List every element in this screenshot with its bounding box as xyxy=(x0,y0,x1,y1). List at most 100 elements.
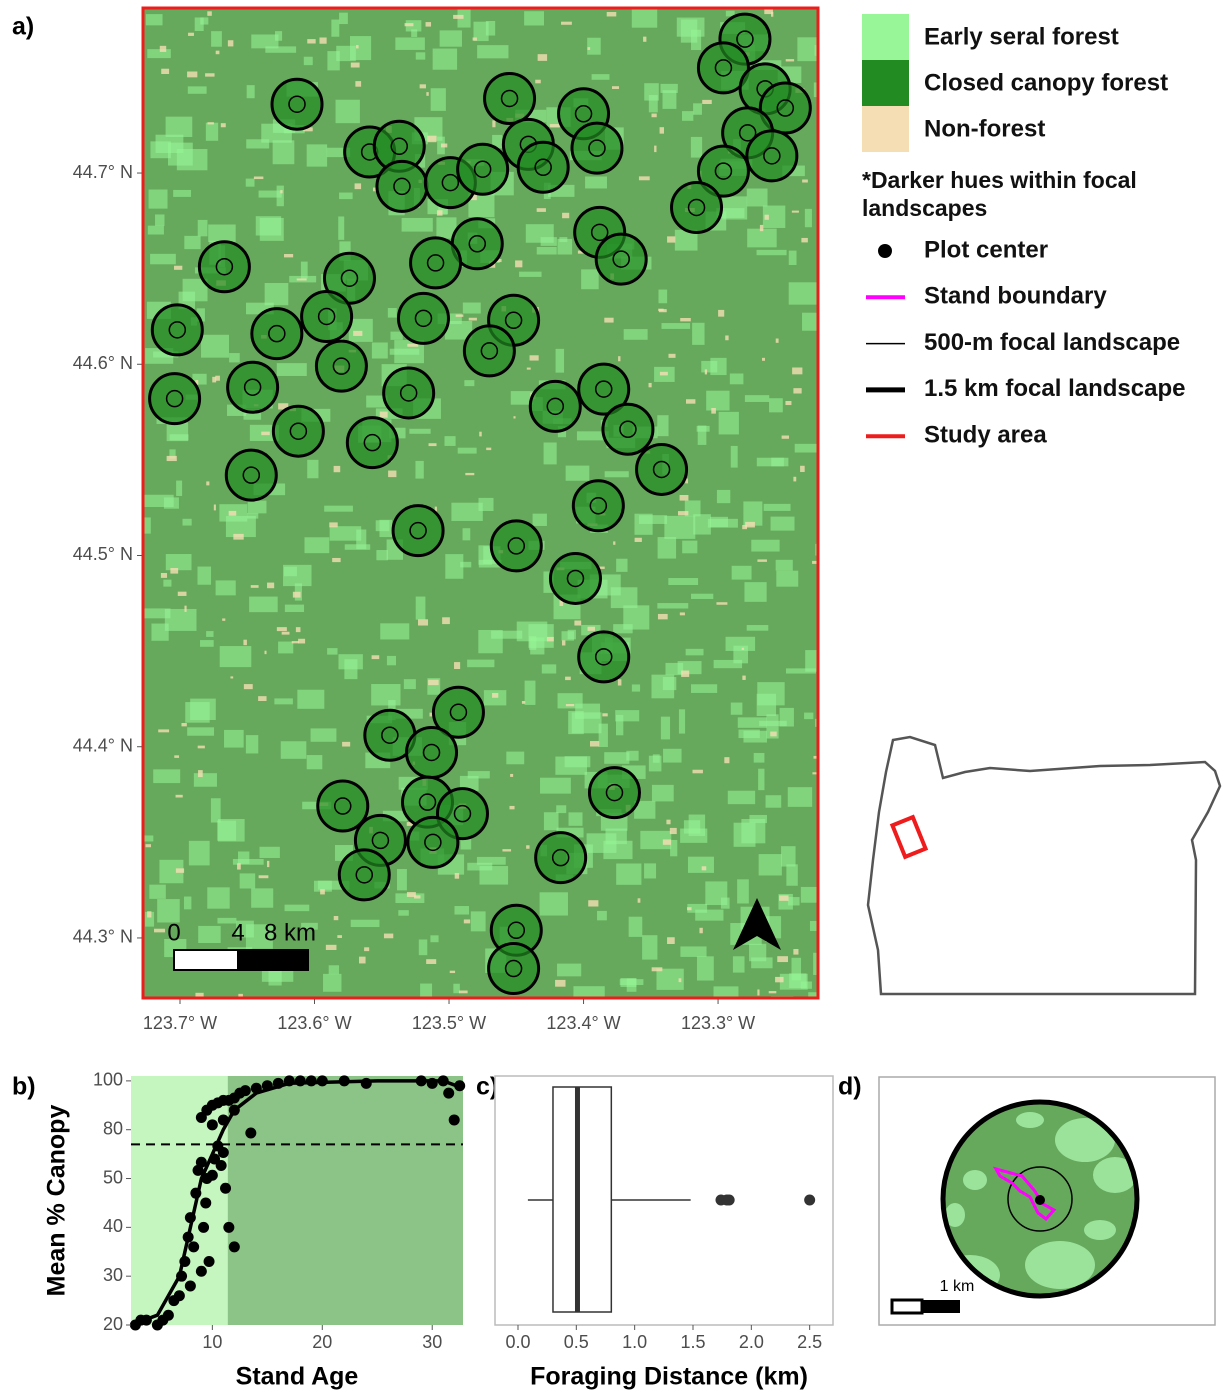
land-patch xyxy=(337,935,342,938)
land-patch xyxy=(276,363,307,376)
focal-landscape-500m xyxy=(288,95,306,113)
land-patch xyxy=(291,641,299,644)
focal-landscape-1-5km xyxy=(197,240,251,294)
land-patch xyxy=(454,906,470,915)
land-patch xyxy=(555,348,565,373)
land-patch xyxy=(529,355,539,361)
land-patch xyxy=(526,367,531,370)
land-patch xyxy=(220,123,226,128)
land-patch xyxy=(159,45,167,52)
land-patch xyxy=(604,471,629,478)
focal-landscape-500m xyxy=(422,743,441,762)
land-patch xyxy=(656,968,684,990)
land-patch xyxy=(785,400,792,406)
land-patch xyxy=(1084,1220,1116,1240)
y-tick-label: 44.4° N xyxy=(73,735,133,755)
land-patch xyxy=(765,795,782,808)
land-patch xyxy=(617,679,622,686)
focal-landscape-500m xyxy=(507,921,526,940)
land-patch xyxy=(332,557,341,563)
land-patch xyxy=(193,773,217,787)
legend-swatch xyxy=(862,60,909,106)
land-patch xyxy=(762,205,786,228)
land-patch xyxy=(716,208,745,218)
land-patch xyxy=(788,250,797,266)
land-patch xyxy=(333,465,341,473)
land-patch xyxy=(303,127,313,132)
land-patch xyxy=(150,141,171,159)
land-patch xyxy=(364,947,370,952)
land-patch xyxy=(626,978,637,992)
land-patch xyxy=(618,356,621,362)
land-patch xyxy=(616,863,642,885)
land-patch xyxy=(744,582,767,602)
land-patch xyxy=(805,650,818,672)
focal-landscape-500m xyxy=(594,380,613,398)
focal-landscape-500m xyxy=(566,569,585,588)
focal-landscape-500m xyxy=(588,139,606,157)
land-patch xyxy=(761,357,766,361)
scale-bar-black xyxy=(922,1300,960,1313)
land-patch xyxy=(213,504,216,511)
legend-swatch xyxy=(862,14,909,60)
land-patch xyxy=(613,541,616,545)
land-patch xyxy=(751,957,773,969)
focal-landscape-500m xyxy=(605,783,624,802)
land-patch xyxy=(567,629,576,640)
land-patch xyxy=(638,176,650,181)
land-patch xyxy=(470,911,486,932)
land-patch xyxy=(414,895,421,899)
land-patch xyxy=(713,986,739,998)
land-patch xyxy=(251,34,279,49)
y-tick-label: 44.6° N xyxy=(73,353,133,373)
land-patch xyxy=(276,627,287,632)
land-patch xyxy=(169,449,176,459)
land-patch xyxy=(382,810,408,822)
land-patch xyxy=(759,224,764,232)
focal-landscape-500m xyxy=(546,397,565,416)
land-patch xyxy=(634,537,642,542)
land-patch xyxy=(687,856,714,873)
land-patch xyxy=(502,849,512,852)
land-patch xyxy=(196,308,205,322)
land-patch xyxy=(565,465,590,481)
land-patch xyxy=(405,20,422,32)
focal-landscape-1-5km xyxy=(337,848,391,902)
land-patch xyxy=(307,39,316,44)
land-patch xyxy=(160,572,168,578)
data-point xyxy=(228,1241,240,1253)
land-patch xyxy=(339,241,351,261)
land-patch xyxy=(195,380,199,385)
land-patch xyxy=(802,179,808,183)
focal-landscape-1-5km xyxy=(271,404,325,458)
land-patch xyxy=(813,952,818,975)
focal-landscape-1-5km xyxy=(345,416,399,470)
land-patch xyxy=(654,145,657,153)
focal-landscape-500m xyxy=(574,105,593,123)
land-patch xyxy=(693,514,711,535)
focal-landscape-500m xyxy=(453,804,472,823)
land-patch xyxy=(659,127,665,134)
land-patch xyxy=(555,756,588,775)
land-patch xyxy=(506,751,525,765)
land-patch xyxy=(389,427,406,439)
land-patch xyxy=(170,567,179,574)
land-patch xyxy=(779,895,789,901)
land-patch xyxy=(812,772,818,775)
focal-landscape-1-5km xyxy=(483,71,537,125)
x-tick-label: 123.6° W xyxy=(277,1013,351,1033)
x-tick-label: 123.4° W xyxy=(546,1013,620,1033)
y-tick-label: 80 xyxy=(103,1118,123,1138)
land-patch xyxy=(705,881,728,906)
data-point xyxy=(245,1127,257,1139)
land-patch xyxy=(588,900,599,907)
panel-label: c) xyxy=(476,1073,498,1101)
land-patch xyxy=(797,37,818,62)
land-patch xyxy=(680,318,691,322)
land-patch xyxy=(317,880,350,890)
land-patch xyxy=(478,629,503,654)
land-patch xyxy=(690,684,718,693)
land-patch xyxy=(634,800,656,819)
land-patch xyxy=(729,373,744,385)
land-patch xyxy=(166,455,177,462)
